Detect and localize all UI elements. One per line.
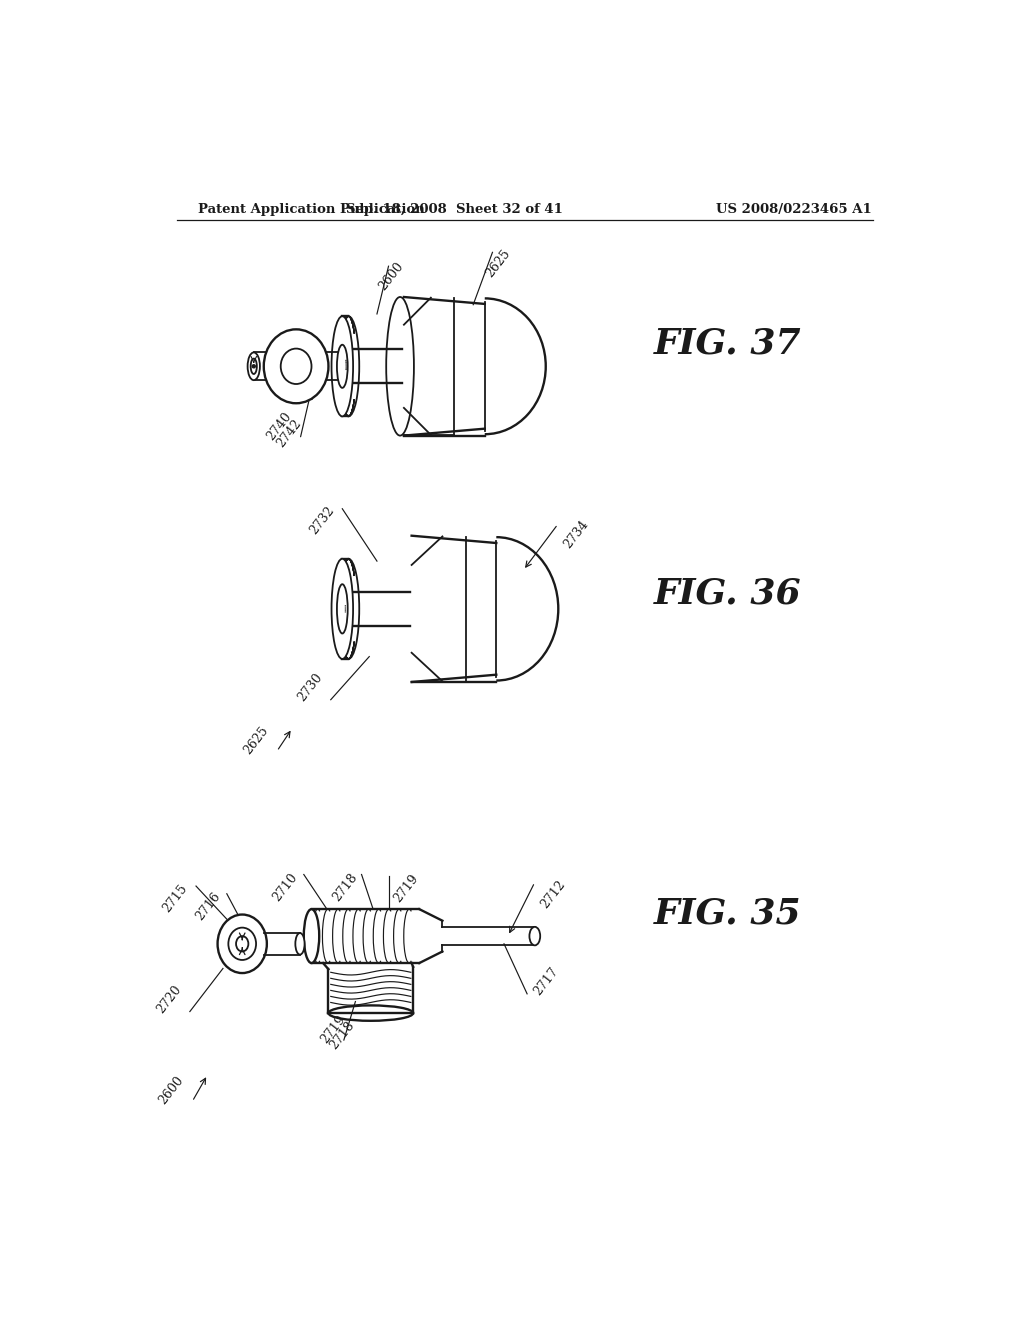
Ellipse shape <box>295 933 304 954</box>
Text: 2720: 2720 <box>155 983 184 1016</box>
Text: 2732: 2732 <box>307 504 337 537</box>
Ellipse shape <box>386 297 414 436</box>
Ellipse shape <box>529 927 541 945</box>
Text: 2740: 2740 <box>264 411 294 444</box>
Text: Patent Application Publication: Patent Application Publication <box>199 203 425 215</box>
Ellipse shape <box>337 345 348 388</box>
Ellipse shape <box>248 352 260 380</box>
Text: FIG. 35: FIG. 35 <box>654 896 802 931</box>
Text: 2719: 2719 <box>391 873 421 906</box>
Text: 2710: 2710 <box>270 871 300 904</box>
Text: 2600: 2600 <box>376 260 406 293</box>
Text: 2600: 2600 <box>156 1074 186 1107</box>
Text: FIG. 37: FIG. 37 <box>654 326 802 360</box>
Ellipse shape <box>338 317 359 416</box>
Text: 2712: 2712 <box>539 878 568 911</box>
Text: 2742: 2742 <box>274 417 304 449</box>
Text: FIG. 36: FIG. 36 <box>654 577 802 610</box>
Ellipse shape <box>332 317 353 416</box>
Ellipse shape <box>338 558 359 659</box>
Text: 2716: 2716 <box>194 890 223 923</box>
Text: 2717: 2717 <box>531 965 561 998</box>
Text: 2715: 2715 <box>160 882 189 915</box>
Text: Sep. 18, 2008  Sheet 32 of 41: Sep. 18, 2008 Sheet 32 of 41 <box>345 203 562 215</box>
Ellipse shape <box>332 558 353 659</box>
Text: 2718: 2718 <box>327 1019 357 1052</box>
Ellipse shape <box>304 909 319 964</box>
Text: 2625: 2625 <box>483 247 513 280</box>
Text: 2718: 2718 <box>330 871 360 904</box>
Text: 2625: 2625 <box>241 723 270 756</box>
Ellipse shape <box>337 585 348 634</box>
Ellipse shape <box>264 330 329 404</box>
Ellipse shape <box>217 915 267 973</box>
Text: 2719: 2719 <box>318 1014 348 1047</box>
Text: 2730: 2730 <box>295 672 325 705</box>
Text: 2734: 2734 <box>562 517 592 550</box>
Circle shape <box>252 364 255 368</box>
Text: US 2008/0223465 A1: US 2008/0223465 A1 <box>716 203 871 215</box>
